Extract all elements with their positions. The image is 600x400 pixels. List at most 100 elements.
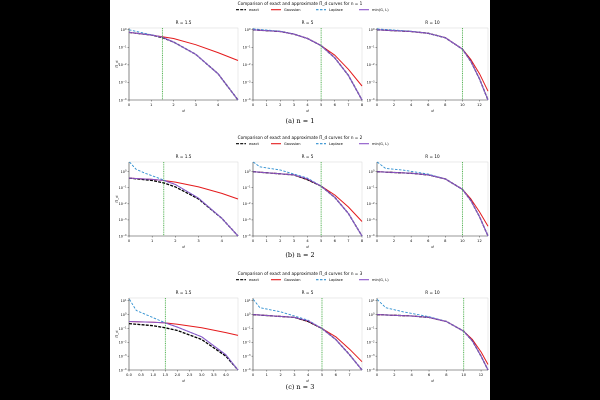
series-laplace (376, 28, 489, 101)
y-tick-label: 100 (369, 170, 375, 174)
x-tick-label: 2 (279, 239, 281, 243)
panel-title: R = 1.5 (176, 20, 192, 25)
y-tick-exponent: −2 (123, 202, 127, 205)
x-tick-label: 5 (321, 373, 323, 377)
y-tick-exponent: −4 (123, 98, 127, 101)
x-tick-label: 8 (444, 239, 447, 243)
y-tick-exponent: 1 (249, 299, 251, 302)
series-laplace (252, 28, 363, 101)
y-tick-exponent: −1 (247, 326, 251, 329)
y-tick-exponent: −1 (123, 326, 127, 329)
y-tick-label: 100 (121, 313, 127, 317)
series-min (128, 177, 239, 237)
x-tick-label: 5 (320, 239, 322, 243)
y-tick-exponent: −3 (371, 218, 375, 221)
x-tick-label: 5 (320, 103, 322, 107)
panel-title: R = 5 (302, 20, 314, 25)
y-tick-label: 10−2 (243, 340, 251, 344)
y-tick-exponent: −3 (123, 354, 127, 357)
panel-title: R = 10 (425, 290, 440, 295)
y-tick-exponent: −4 (371, 98, 375, 101)
x-tick-label: 12 (477, 239, 482, 243)
x-axis-label: d (306, 378, 309, 383)
series-exact (376, 171, 489, 237)
x-tick-label: 0.0 (126, 373, 132, 377)
subfigure-caption: (b) n = 2 (285, 251, 314, 259)
y-tick-label: 10−2 (367, 63, 375, 67)
y-tick-exponent: 1 (125, 299, 127, 302)
x-tick-label: 10 (461, 373, 466, 377)
series-exact (252, 171, 363, 237)
y-tick-exponent: 0 (125, 28, 127, 31)
subfigure-3: Comparison of exact and approximate Π_d … (114, 271, 489, 391)
legend-label-laplace: Laplace (329, 142, 344, 146)
right-margin (490, 0, 600, 400)
y-tick-label: 100 (245, 170, 251, 174)
x-tick-label: 0 (376, 239, 379, 243)
y-tick-label: 10−1 (243, 326, 251, 330)
x-tick-label: 3 (197, 239, 199, 243)
series-gaussian (376, 171, 489, 227)
x-tick-label: 2 (279, 103, 281, 107)
y-tick-label: 10−1 (367, 326, 375, 330)
x-tick-label: 0 (128, 239, 131, 243)
y-tick-exponent: −3 (123, 218, 127, 221)
subfigure-caption: (c) n = 3 (286, 383, 315, 391)
y-tick-label: 10−4 (119, 234, 127, 238)
x-tick-label: 4 (411, 373, 414, 377)
y-tick-label: 10−4 (119, 98, 127, 102)
y-tick-label: 10−3 (367, 218, 375, 222)
x-tick-label: 1.5 (162, 373, 168, 377)
x-tick-label: 7 (347, 239, 349, 243)
x-tick-label: 1 (150, 103, 152, 107)
y-tick-label: 10−1 (119, 186, 127, 190)
x-axis-label: d (431, 244, 434, 249)
y-tick-exponent: 0 (249, 170, 251, 173)
y-tick-exponent: −4 (371, 368, 375, 371)
x-tick-label: 1.0 (150, 373, 156, 377)
series-exact (128, 322, 239, 371)
x-tick-label: 2.0 (175, 373, 181, 377)
x-tick-label: 1 (265, 103, 267, 107)
y-tick-exponent: −2 (371, 340, 375, 343)
plot-area (252, 297, 363, 371)
y-tick-exponent: 0 (249, 28, 251, 31)
x-tick-label: 0 (252, 373, 255, 377)
legend-label-exact: exact (249, 142, 259, 146)
legend: exact Gaussian Laplace min(G, L) (236, 142, 389, 146)
x-tick-label: 2 (393, 103, 395, 107)
panel-title: R = 10 (425, 154, 440, 159)
series-min (252, 29, 363, 101)
y-tick-exponent: −1 (371, 326, 375, 329)
y-tick-exponent: −3 (247, 354, 251, 357)
x-tick-label: 6 (334, 239, 337, 243)
y-tick-label: 10−1 (367, 186, 375, 190)
y-tick-exponent: 0 (373, 313, 375, 316)
x-tick-label: 4 (307, 373, 310, 377)
y-tick-label: 100 (245, 313, 251, 317)
x-tick-label: 6 (335, 373, 338, 377)
x-tick-label: 2 (174, 239, 176, 243)
y-tick-exponent: −1 (123, 45, 127, 48)
x-tick-label: 1 (265, 239, 267, 243)
x-tick-label: 4 (306, 239, 309, 243)
y-tick-label: 10−4 (243, 98, 251, 102)
plot-area (128, 161, 239, 237)
series-exact (128, 177, 239, 237)
y-tick-label: 10−3 (243, 80, 251, 84)
left-margin (0, 0, 110, 400)
series-laplace (376, 299, 489, 371)
panel-title: R = 10 (425, 20, 440, 25)
x-tick-label: 10 (460, 103, 465, 107)
series-laplace (128, 29, 239, 101)
series-min (376, 29, 489, 101)
y-tick-label: 10−3 (243, 218, 251, 222)
y-tick-exponent: 0 (249, 313, 251, 316)
x-tick-label: 8 (361, 103, 364, 107)
x-tick-label: 6 (428, 373, 431, 377)
plot-area (376, 297, 489, 371)
legend-label-gaussian: Gaussian (284, 278, 301, 282)
x-tick-label: 4.0 (223, 373, 229, 377)
x-axis-label: d (306, 244, 309, 249)
